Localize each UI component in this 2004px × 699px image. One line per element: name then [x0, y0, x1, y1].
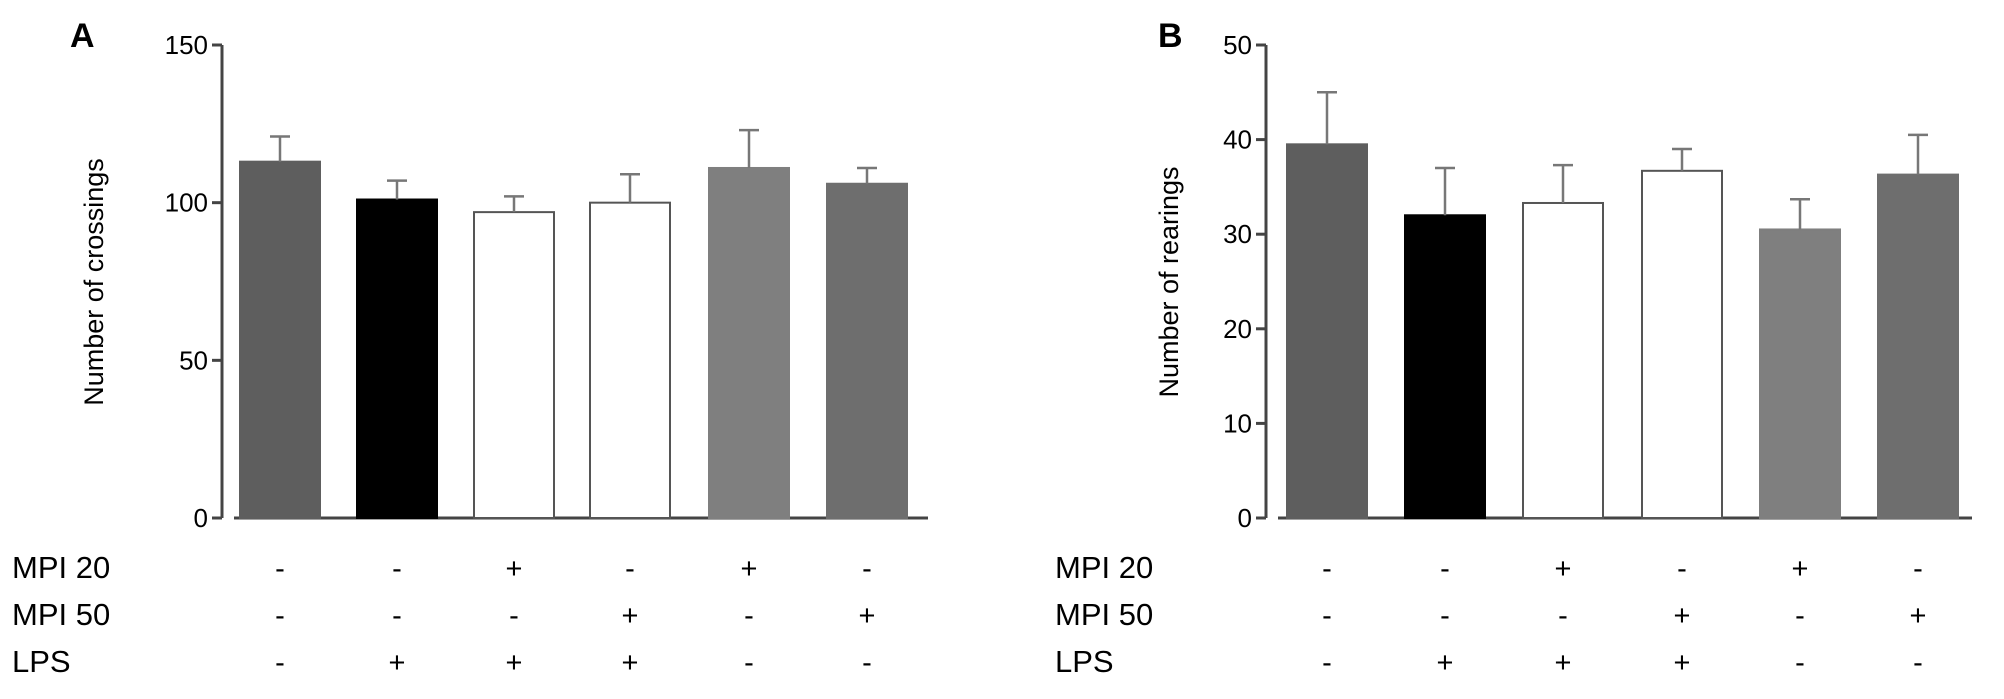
bar-b: [1404, 214, 1486, 519]
panel-b: B Number of rearings 0 10 20 30 40 50 MPI 20 - -…: [1055, 17, 1972, 679]
panel-label-a: A: [70, 17, 95, 55]
treatment-sign-a: -: [625, 553, 635, 585]
y-axis-label-a: Number of crossings: [79, 158, 109, 406]
bar-b: [1522, 201, 1604, 519]
treatment-sign-a: -: [275, 600, 285, 632]
treatment-label-a: MPI 20: [12, 550, 110, 585]
treatment-sign-b: -: [1322, 600, 1332, 632]
treatment-sign-b: -: [1440, 553, 1450, 585]
treatment-label-b: MPI 50: [1055, 597, 1153, 632]
treatment-sign-a: -: [744, 647, 754, 679]
treatment-sign-b: -: [1913, 553, 1923, 585]
treatment-sign-a: +: [506, 647, 523, 679]
treatment-sign-b: -: [1322, 553, 1332, 585]
treatment-label-b: MPI 20: [1055, 550, 1153, 585]
y-tick-label-a: 100: [165, 188, 208, 218]
y-tick-label-b: 20: [1223, 314, 1252, 344]
panel-a: A Number of crossings 0 50 100 150 MPI 20 - - +…: [12, 17, 928, 679]
y-tick-label-a: 0: [194, 503, 208, 533]
bar-a: [239, 160, 321, 519]
bar-b: [1877, 173, 1959, 520]
treatment-sign-a: -: [275, 647, 285, 679]
treatment-sign-a: +: [622, 600, 639, 632]
treatment-label-a: LPS: [12, 644, 71, 679]
treatment-sign-b: -: [1795, 647, 1805, 679]
bar-a: [708, 166, 790, 519]
treatment-sign-a: +: [622, 647, 639, 679]
treatment-sign-a: -: [509, 600, 519, 632]
panel-label-b: B: [1158, 17, 1183, 55]
treatment-sign-b: +: [1437, 647, 1454, 679]
bar-a: [589, 201, 671, 520]
treatment-sign-b: +: [1910, 600, 1927, 632]
treatment-sign-b: +: [1555, 647, 1572, 679]
treatment-sign-b: +: [1792, 553, 1809, 585]
bar-a: [473, 211, 555, 519]
treatment-sign-a: -: [862, 553, 872, 585]
treatment-sign-b: +: [1555, 553, 1572, 585]
treatment-sign-a: +: [859, 600, 876, 632]
treatment-sign-a: -: [392, 553, 402, 585]
treatment-sign-a: -: [744, 600, 754, 632]
treatment-sign-a: -: [275, 553, 285, 585]
treatment-label-a: MPI 50: [12, 597, 110, 632]
y-tick-label-b: 10: [1223, 408, 1252, 438]
y-tick-label-b: 40: [1223, 125, 1252, 155]
y-axis-label-b: Number of rearings: [1154, 166, 1184, 397]
bar-b: [1641, 169, 1723, 519]
y-tick-label-b: 30: [1223, 219, 1252, 249]
bar-b: [1759, 228, 1841, 519]
treatment-sign-b: -: [1795, 600, 1805, 632]
treatment-sign-b: -: [1677, 553, 1687, 585]
treatment-sign-b: +: [1674, 600, 1691, 632]
bar-a: [826, 182, 908, 519]
y-tick-label-a: 50: [179, 345, 208, 375]
treatment-sign-b: -: [1558, 600, 1568, 632]
treatment-sign-a: -: [862, 647, 872, 679]
bar-b: [1286, 143, 1368, 520]
y-tick-label-b: 50: [1223, 30, 1252, 60]
bar-a: [356, 198, 438, 519]
treatment-sign-a: +: [741, 553, 758, 585]
treatment-sign-a: +: [389, 647, 406, 679]
y-tick-label-a: 150: [165, 30, 208, 60]
treatment-sign-b: -: [1913, 647, 1923, 679]
treatment-sign-a: +: [506, 553, 523, 585]
treatment-sign-b: +: [1674, 647, 1691, 679]
treatment-label-b: LPS: [1055, 644, 1114, 679]
treatment-sign-a: -: [392, 600, 402, 632]
y-tick-label-b: 0: [1238, 503, 1252, 533]
treatment-sign-b: -: [1440, 600, 1450, 632]
treatment-sign-b: -: [1322, 647, 1332, 679]
